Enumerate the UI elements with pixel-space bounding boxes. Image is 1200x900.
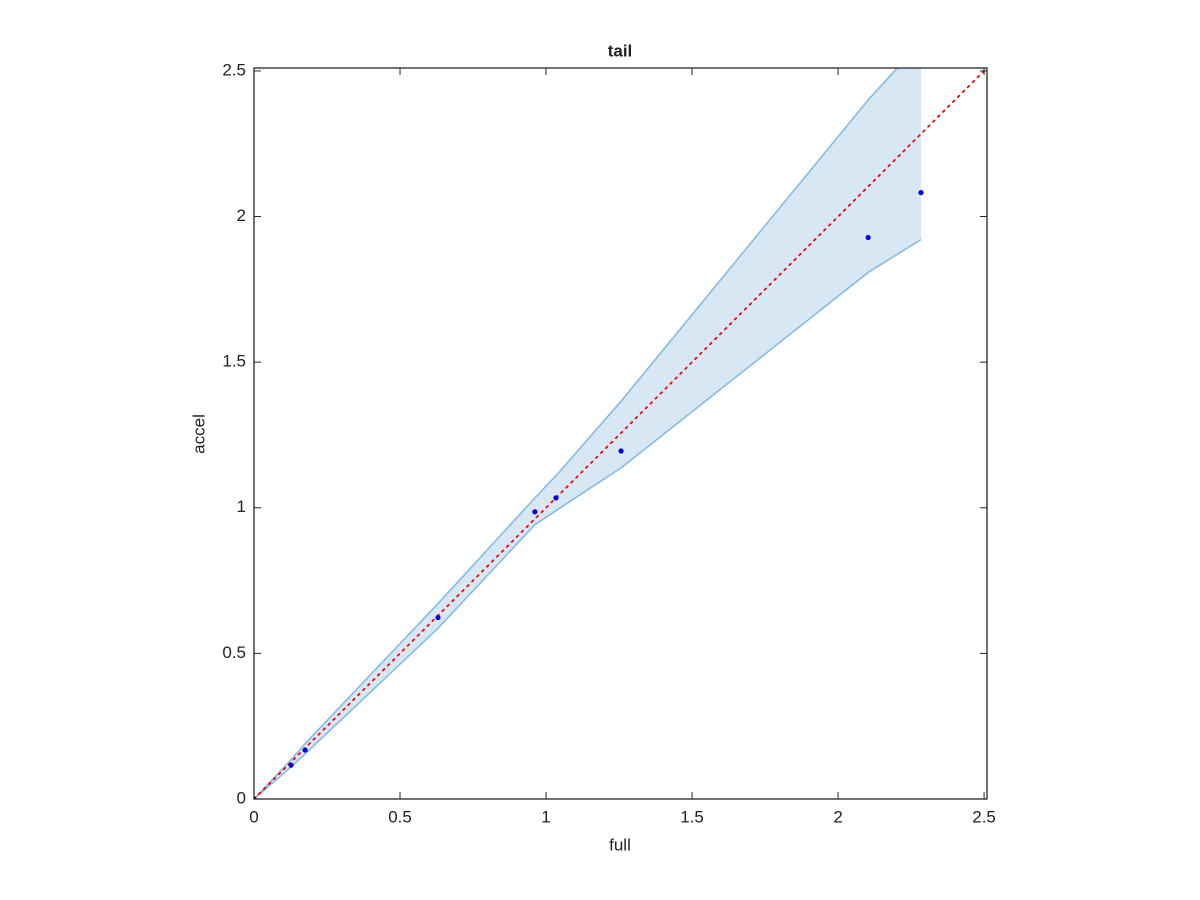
y-tick-label: 2.5 [222, 60, 246, 79]
axes-box [253, 67, 988, 800]
y-tick-label: 0.5 [222, 643, 246, 662]
x-tick-label: 2.5 [972, 807, 996, 826]
data-point [302, 747, 308, 753]
reference-line [254, 68, 987, 799]
data-point [553, 495, 559, 501]
data-point [532, 509, 538, 515]
y-axis-label: accel [189, 414, 208, 454]
data-point [865, 234, 871, 241]
y-tick-label: 1 [237, 497, 246, 516]
chart-title: tail [608, 41, 633, 60]
x-axis-label: full [609, 835, 631, 854]
band-edge [254, 68, 899, 799]
x-tick-label: 0 [249, 807, 258, 826]
data-point [918, 190, 924, 196]
y-tick-label: 0 [237, 788, 246, 807]
data-point [618, 448, 624, 454]
y-tick-label: 1.5 [222, 352, 246, 371]
data-point [288, 762, 294, 768]
x-tick-label: 2 [833, 807, 842, 826]
band-edge [254, 238, 922, 799]
y-tick-label: 2 [237, 206, 246, 225]
plot-area [254, 68, 987, 799]
x-tick-label: 1.5 [680, 807, 704, 826]
x-tick-label: 0.5 [388, 807, 412, 826]
confidence-band [254, 68, 922, 799]
data-point [435, 614, 441, 621]
x-tick-label: 1 [541, 807, 550, 826]
